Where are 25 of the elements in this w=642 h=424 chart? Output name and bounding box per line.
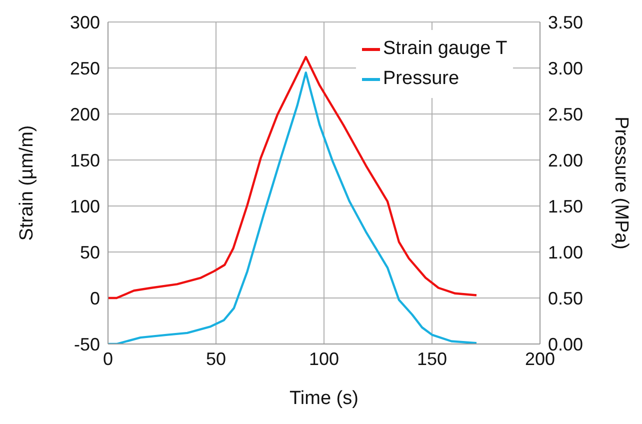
y-tick-label: 150 [70, 150, 100, 170]
legend-label: Pressure [383, 67, 460, 91]
y-axis-title: Strain (µm/m) [16, 125, 38, 241]
y2-tick-label: 2.00 [548, 150, 584, 170]
y-tick-label: 250 [70, 58, 100, 78]
y2-tick-label: 0.50 [548, 288, 584, 308]
y-tick-label: 100 [70, 196, 100, 216]
x-tick-label: 0 [102, 348, 114, 369]
y-tick-label: -50 [74, 334, 100, 354]
y2-tick-label: 1.50 [548, 196, 584, 216]
y-tick-label: 300 [70, 12, 100, 32]
y2-tick-label: 1.00 [548, 242, 584, 262]
x-tick-label: 50 [206, 348, 226, 369]
line-series [108, 72, 478, 344]
y2-tick-label: 3.00 [548, 58, 584, 78]
y-tick-label: 200 [70, 104, 100, 124]
y-tick-label: 50 [80, 242, 100, 262]
legend-label: Strain gauge T [383, 37, 508, 61]
y2-axis-title: Pressure (MPa) [610, 116, 632, 250]
x-tick-label: 100 [308, 348, 340, 369]
y2-tick-label: 2.50 [548, 104, 584, 124]
x-tick-label: 150 [416, 348, 448, 369]
y-tick-label: 0 [90, 288, 100, 308]
y2-tick-label: 3.50 [548, 12, 584, 32]
x-axis-title: Time (s) [290, 388, 358, 409]
